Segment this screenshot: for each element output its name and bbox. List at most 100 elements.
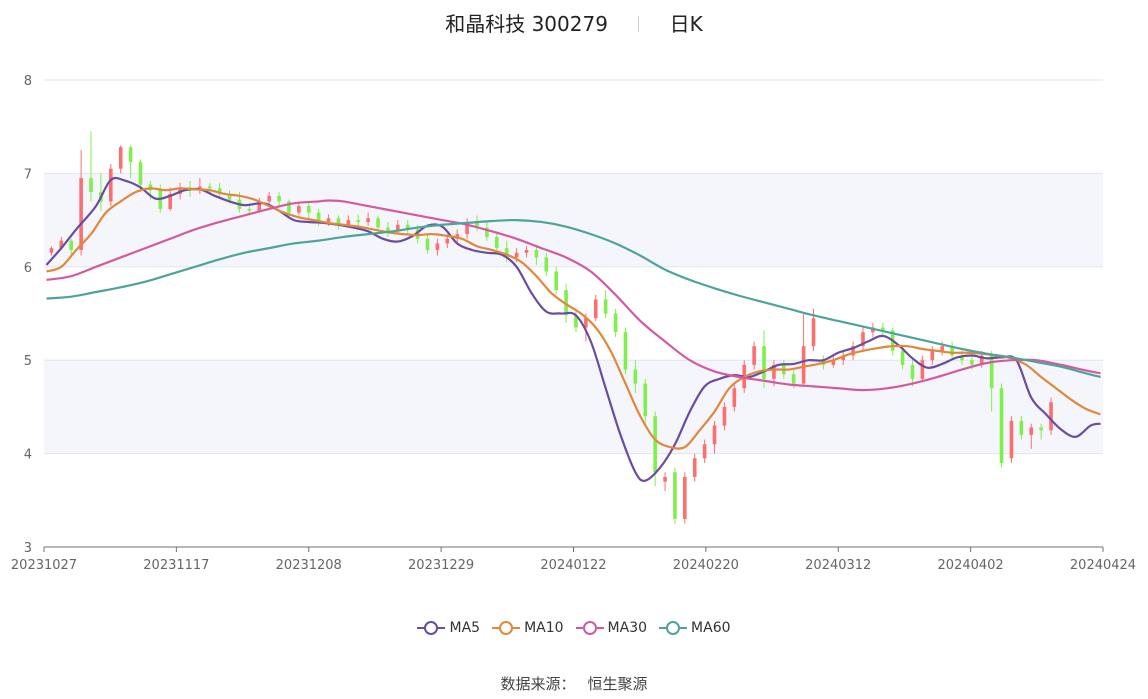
candle-body — [1009, 420, 1014, 459]
candle-body — [168, 193, 172, 209]
candle-body — [1049, 402, 1053, 431]
candle-body — [544, 257, 549, 272]
candle-body — [712, 425, 717, 445]
y-tick-label: 7 — [24, 167, 32, 182]
x-tick-label: 20240312 — [805, 558, 871, 573]
candle-body — [336, 218, 341, 225]
candle-body — [514, 252, 519, 258]
candle-body — [653, 416, 657, 473]
candle-body — [396, 224, 400, 232]
candle-body — [306, 206, 311, 213]
chart-title: 和晶科技 300279 日K — [0, 8, 1148, 37]
candle-body — [277, 195, 281, 202]
candle-body — [593, 299, 598, 319]
candle-body — [851, 346, 855, 356]
y-tick-label: 5 — [24, 354, 32, 369]
period-label: 日K — [669, 12, 703, 36]
legend-marker-icon — [659, 621, 688, 635]
candle-body — [702, 444, 707, 459]
candlestick-chart: 3 4 5 6 7 8 20231027 20231117 20231208 20231229 20… — [11, 74, 1136, 573]
candle-body — [643, 383, 648, 417]
candle-body — [791, 374, 796, 384]
title-separator — [638, 16, 640, 32]
y-tick-label: 3 — [24, 541, 32, 556]
candle-body — [524, 249, 529, 253]
candle-body — [861, 332, 865, 347]
candle-body — [633, 369, 638, 384]
candle-body — [663, 476, 667, 482]
candle-body — [346, 220, 351, 225]
candle-body — [801, 346, 806, 384]
source-name: 恒生聚源 — [587, 675, 648, 693]
candle-body — [841, 355, 845, 361]
candle-body — [683, 476, 687, 519]
x-tick-label: 20240424 — [1070, 558, 1136, 573]
x-tick-label: 20240122 — [540, 558, 606, 573]
legend-label: MA30 — [607, 620, 648, 636]
y-tick-label: 4 — [24, 448, 32, 463]
candle-body — [435, 243, 440, 250]
legend-item-ma30[interactable]: MA30 — [575, 620, 648, 636]
candle-body — [920, 360, 925, 379]
legend-marker-icon — [492, 621, 521, 635]
series-line-ma10 — [46, 187, 1101, 450]
grid-band — [44, 360, 1103, 454]
x-tick-label: 20231208 — [276, 558, 342, 573]
candle-body — [603, 299, 608, 314]
candle-body — [722, 406, 727, 426]
candle-body — [623, 332, 628, 370]
candle-body — [128, 147, 133, 163]
legend-marker-icon — [575, 621, 604, 635]
x-tick-label: 20240402 — [938, 558, 1004, 573]
candle-body — [989, 355, 994, 389]
candle-body — [485, 227, 489, 237]
candle-body — [118, 147, 123, 169]
candle-body — [910, 364, 915, 379]
candle-body — [960, 355, 964, 361]
candle-body — [811, 318, 816, 347]
candle-body — [752, 346, 756, 365]
candle-body — [49, 248, 54, 253]
candle-body — [59, 240, 64, 249]
legend-item-ma60[interactable]: MA60 — [659, 620, 731, 636]
candle-body — [1039, 427, 1043, 431]
candle-body — [405, 224, 410, 230]
candle-body — [267, 195, 271, 202]
candle-body — [366, 218, 370, 222]
candle-body — [534, 249, 539, 258]
candle-body — [564, 290, 568, 316]
x-tick-label: 20240220 — [673, 558, 739, 573]
legend-label: MA60 — [691, 620, 731, 636]
candle-body — [326, 218, 331, 222]
candle-body — [831, 360, 836, 365]
candle-body — [475, 221, 479, 228]
candle-body — [227, 193, 232, 200]
candle-body — [673, 472, 677, 519]
candle-body — [178, 187, 182, 194]
candle-body — [376, 218, 380, 228]
candle-body — [762, 346, 766, 379]
candle-body — [247, 208, 252, 211]
candle-body — [1019, 420, 1024, 435]
candle-body — [316, 212, 321, 222]
candle-body — [425, 238, 430, 250]
legend-item-ma5[interactable]: MA5 — [417, 620, 480, 636]
candle-body — [692, 458, 697, 477]
candle-body — [465, 221, 469, 235]
x-tick-label: 20231027 — [11, 558, 77, 573]
grid-band — [44, 173, 1103, 267]
x-tick-label: 20231229 — [408, 558, 474, 573]
candle-body — [574, 315, 578, 328]
candle-body — [613, 313, 618, 333]
candle-body — [138, 162, 143, 185]
series-line-ma60 — [46, 218, 1101, 379]
x-tick-label: 20231117 — [143, 558, 209, 573]
candle-body — [772, 364, 776, 379]
candle-body — [445, 238, 450, 244]
source-label: 数据来源： — [500, 675, 576, 693]
candle-body — [900, 350, 905, 365]
y-tick-label: 8 — [24, 74, 32, 89]
legend-item-ma10[interactable]: MA10 — [492, 620, 564, 636]
candle-body — [257, 201, 262, 211]
candle-body — [109, 168, 113, 202]
